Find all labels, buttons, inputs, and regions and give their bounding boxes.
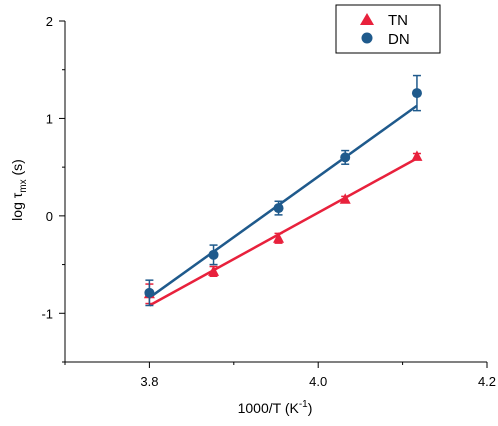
x-axis-label-superscript: -1 xyxy=(299,399,308,410)
x-tick-label: 4.0 xyxy=(309,374,327,389)
data-point-dn xyxy=(144,287,155,298)
legend: TN DN xyxy=(335,4,441,54)
data-point-dn xyxy=(208,249,219,260)
y-tick-label: 0 xyxy=(46,209,53,224)
data-point-tn xyxy=(273,232,285,243)
legend-label-dn: DN xyxy=(388,31,410,48)
y-tick-label: -1 xyxy=(41,306,53,321)
legend-label-tn: TN xyxy=(388,12,408,29)
legend-marker-tn xyxy=(360,13,374,25)
x-tick-label: 3.8 xyxy=(140,374,158,389)
data-point-dn xyxy=(273,203,284,214)
y-axis-label-subscript: mx xyxy=(18,179,29,192)
data-markers xyxy=(143,74,423,307)
x-tick-label: 4.2 xyxy=(478,374,496,389)
data-point-dn xyxy=(411,88,422,99)
fit-lines xyxy=(148,104,418,307)
data-point-tn xyxy=(208,265,220,276)
y-tick-label: 1 xyxy=(46,111,53,126)
data-point-tn xyxy=(339,193,351,204)
axes: -1 0 1 2 3.8 4.0 4.2 xyxy=(41,14,496,389)
legend-box xyxy=(335,4,441,54)
data-point-tn xyxy=(411,150,423,161)
fit-line-tn xyxy=(148,157,418,307)
x-axis-label: 1000/T (K-1) xyxy=(238,399,313,416)
y-tick-label: 2 xyxy=(46,14,53,29)
data-point-dn xyxy=(340,152,351,163)
fit-line-dn xyxy=(148,104,418,299)
legend-marker-dn xyxy=(361,32,373,44)
y-axis-label: log τmx (s) xyxy=(9,159,29,221)
